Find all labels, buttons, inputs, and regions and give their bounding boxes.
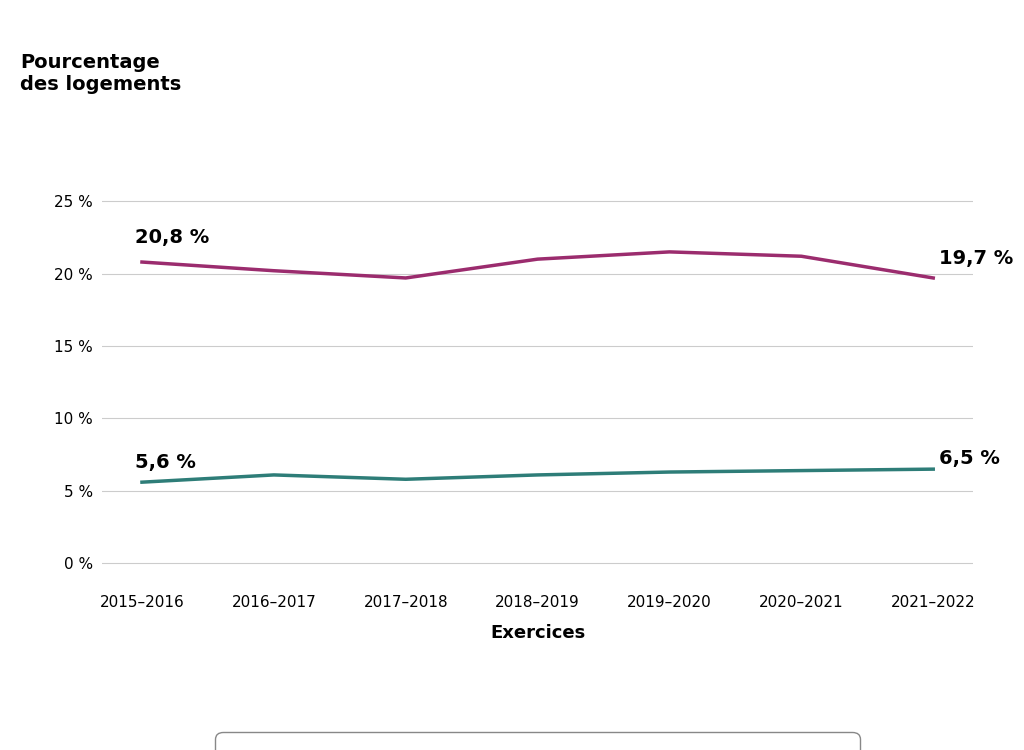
Text: Pourcentage
des logements: Pourcentage des logements (20, 53, 181, 94)
Text: 19,7 %: 19,7 % (939, 249, 1013, 268)
Text: 20,8 %: 20,8 % (135, 227, 209, 247)
Text: 5,6 %: 5,6 % (135, 453, 196, 472)
Legend: Pourcentage des logements
nécessitant des réparations majeures, Pourcentage des
: Pourcentage des logements nécessitant de… (223, 740, 852, 750)
X-axis label: Exercices: Exercices (489, 623, 586, 641)
Text: 6,5 %: 6,5 % (939, 448, 999, 467)
